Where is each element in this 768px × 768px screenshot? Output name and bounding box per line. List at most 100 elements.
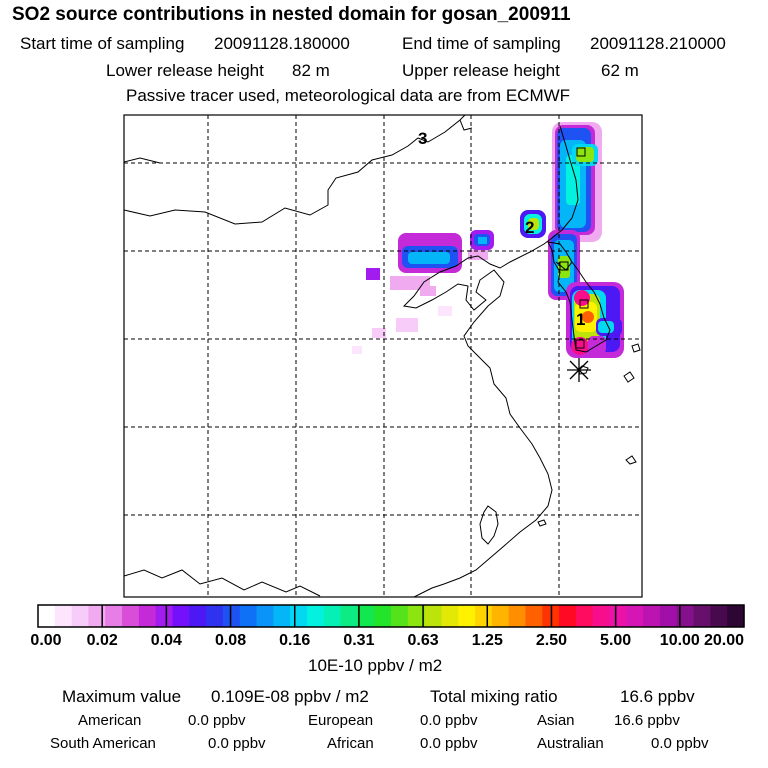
plume-patch: [566, 155, 580, 205]
australian-value: 0.0 ppbv: [651, 735, 709, 752]
asterisk-star-icon: [567, 358, 591, 382]
map-area: [124, 115, 642, 597]
colorbar-cell: [525, 605, 543, 627]
plume-patch: [408, 252, 450, 264]
lower-release-value: 82 m: [292, 61, 330, 80]
colorbar-tick-label: 0.02: [86, 632, 118, 649]
colorbar-cell: [222, 605, 241, 627]
end-time-value: 20091128.210000: [590, 34, 726, 53]
african-value: 0.0 ppbv: [420, 735, 478, 752]
colorbar-cell: [206, 605, 224, 627]
max-value-label: Maximum value: [62, 687, 182, 706]
colorbar-cell: [424, 605, 443, 627]
colorbar-cell: [138, 605, 157, 627]
coastline-china: [402, 125, 579, 597]
colorbar-tick-label: 0.00: [30, 632, 62, 649]
border-line: [124, 115, 466, 225]
american-label: American: [78, 712, 142, 729]
colorbar-tick-label: 10.00: [659, 632, 700, 649]
coastline-island: [625, 455, 637, 465]
coastline-island: [631, 343, 641, 353]
colorbar-cell: [407, 605, 426, 627]
start-time-label: Start time of sampling: [20, 34, 185, 53]
colorbar-cell: [559, 605, 577, 627]
colorbar-cell: [105, 605, 123, 627]
total-mixing-label: Total mixing ratio: [430, 687, 558, 706]
colorbar-cell: [340, 605, 358, 627]
colorbar-cell: [676, 605, 695, 627]
lat-lon-grid: [124, 115, 642, 597]
colorbar-tick-label: 2.50: [535, 632, 568, 649]
colorbar-cell: [273, 605, 291, 627]
colorbar-tick-label: 1.25: [471, 632, 503, 649]
colorbar-tick-label: 0.16: [279, 632, 311, 649]
total-mixing-value: 16.6 ppbv: [620, 687, 695, 706]
colorbar-cell: [122, 605, 140, 627]
colorbar-cell: [626, 605, 644, 627]
colorbar-cell: [374, 605, 392, 627]
colorbar-cell: [323, 605, 342, 627]
max-value: 0.109E-08 ppbv / m2: [211, 687, 369, 706]
colorbar-cell: [643, 605, 661, 627]
border-line: [124, 569, 321, 597]
colorbar-cell: [441, 605, 459, 627]
colorbar-cell: [475, 605, 493, 627]
colorbar-cell: [592, 605, 611, 627]
colorbar-tick-label: 5.00: [600, 632, 632, 649]
plume-patch: [390, 276, 430, 290]
colorbar-tick-label: 0.08: [214, 632, 247, 649]
colorbar-cell: [609, 605, 627, 627]
colorbar-cell: [290, 605, 308, 627]
colorbar-cell: [458, 605, 476, 627]
plume-patch: [420, 286, 436, 296]
plume-patch: [478, 237, 487, 244]
colorbar-cell: [71, 605, 90, 627]
colorbar-cell: [575, 605, 594, 627]
colorbar-cell: [172, 605, 190, 627]
plume-patch: [438, 306, 452, 316]
coastline-island: [537, 519, 547, 527]
lower-release-label: Lower release height: [106, 61, 264, 80]
colorbar-cell: [727, 605, 745, 627]
tracer-note: Passive tracer used, meteorological data…: [126, 86, 571, 105]
annotation-label-1: 1: [576, 310, 585, 329]
colorbar-cell: [256, 605, 274, 627]
asian-value: 16.6 ppbv: [614, 712, 680, 729]
colorbar-cell: [88, 605, 106, 627]
colorbar-cell: [391, 605, 409, 627]
colorbar-tick-label: 0.31: [343, 632, 375, 649]
plume-patch: [468, 250, 488, 260]
colorbar-cell: [239, 605, 258, 627]
colorbar-unit: 10E-10 ppbv / m2: [308, 656, 443, 675]
south-american-label: South American: [50, 735, 156, 752]
map-frame: [123, 114, 643, 598]
american-value: 0.0 ppbv: [188, 712, 246, 729]
annotation-label-2: 2: [525, 218, 534, 237]
colorbar-cell: [306, 605, 325, 627]
colorbar-tick-label: 0.63: [407, 632, 439, 649]
colorbar-cell: [693, 605, 711, 627]
coastline-taiwan: [479, 505, 499, 545]
upper-release-value: 62 m: [601, 61, 639, 80]
colorbar-tick-label: 0.04: [150, 632, 182, 649]
colorbar-cell: [155, 605, 174, 627]
colorbar-cell: [491, 605, 510, 627]
annotation-label-3: 3: [418, 129, 427, 148]
upper-release-label: Upper release height: [402, 61, 560, 80]
start-time-value: 20091128.180000: [214, 34, 350, 53]
end-time-label: End time of sampling: [402, 34, 561, 53]
colorbar-cell: [508, 605, 527, 627]
plume-patch: [528, 218, 539, 230]
colorbar: [38, 605, 745, 627]
colorbar-cell: [54, 605, 73, 627]
plume-layer: [352, 122, 624, 358]
colorbar-dividers: [101, 605, 681, 627]
colorbar-cell: [357, 605, 375, 627]
asian-label: Asian: [537, 712, 575, 729]
colorbar-tick-label: 20.00: [703, 632, 745, 649]
plume-patch: [352, 346, 362, 354]
plume-patch: [582, 311, 594, 323]
european-value: 0.0 ppbv: [420, 712, 478, 729]
figure-title: SO2 source contributions in nested domai…: [12, 4, 571, 25]
